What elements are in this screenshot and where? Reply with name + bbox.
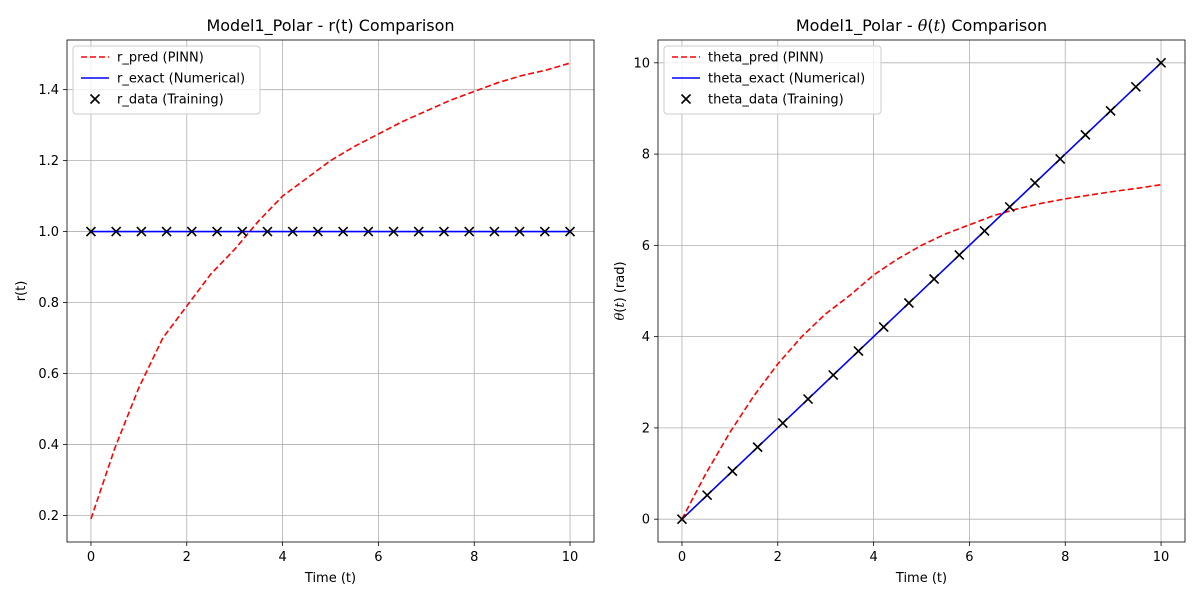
legend-marker-icon	[680, 93, 692, 105]
data-point-marker	[287, 226, 298, 237]
data-point-marker	[878, 321, 889, 333]
data-point-marker	[262, 226, 273, 237]
x-tick-label: 2	[774, 550, 782, 565]
y-tick-label: 0.2	[38, 509, 59, 524]
series-line-r-pred	[90, 62, 571, 520]
data-point-marker	[752, 442, 763, 453]
chart-title: Model1_Polar - θ(t) Comparison	[796, 16, 1047, 36]
x-axis-label: Time (t)	[895, 571, 947, 586]
data-point-marker	[388, 226, 399, 237]
x-tick-label: 8	[470, 550, 478, 565]
chart-panel-theta: 0 2 4 6 8 10 0 2 4 6 8 10 Model1_Polar - θ(t) Compar…	[613, 16, 1186, 586]
data-point-marker	[727, 466, 738, 477]
axes-frame	[66, 39, 595, 543]
data-point-marker	[802, 394, 814, 405]
data-point-marker	[853, 345, 864, 357]
data-point-marker	[237, 226, 248, 237]
data-point-marker	[979, 225, 990, 237]
x-tick-label: 0	[87, 550, 95, 565]
chart-panel-r: 0 2 4 6 8 10 0.2 0.4 0.6 0.8 1.0 1.2 1.4 Model1_Polar…	[14, 16, 595, 586]
legend-box	[663, 45, 882, 115]
y-axis-label: r(t)	[14, 281, 29, 302]
y-tick-label: 6	[642, 239, 650, 254]
data-point-marker	[111, 226, 122, 237]
axes-frame	[657, 39, 1186, 543]
legend: r_pred (PINN) r_exact (Numerical) r_data (…	[72, 45, 261, 115]
data-point-marker	[438, 226, 450, 237]
y-tick-label: 0.6	[38, 367, 59, 382]
x-tick-label: 10	[562, 550, 579, 565]
data-point-marker	[1105, 105, 1116, 116]
legend-label: theta_exact (Numerical)	[708, 72, 865, 87]
y-tick-label: 8	[642, 148, 650, 163]
x-tick-label: 8	[1061, 550, 1069, 565]
legend-marker-icon	[89, 93, 101, 105]
y-tick-label: 1.2	[38, 154, 59, 169]
x-tick-label: 2	[183, 550, 191, 565]
data-point-marker	[676, 514, 688, 525]
x-axis-label: Time (t)	[304, 571, 356, 586]
legend-box	[72, 45, 261, 115]
data-point-marker	[1055, 153, 1066, 164]
data-point-marker	[136, 226, 147, 237]
data-point-marker	[903, 297, 914, 309]
data-point-marker	[413, 226, 424, 237]
data-point-marker	[1080, 129, 1091, 140]
series-line-theta-pred	[681, 183, 1162, 520]
data-point-marker	[1029, 177, 1041, 188]
data-point-marker	[85, 226, 97, 237]
x-tick-label: 6	[374, 550, 382, 565]
legend-label: r_pred (PINN)	[117, 51, 204, 66]
series-theta-data	[676, 57, 1167, 525]
x-tick-label: 4	[869, 550, 877, 565]
y-tick-label: 4	[642, 330, 650, 345]
data-point-marker	[312, 226, 323, 237]
data-point-marker	[1130, 81, 1141, 92]
x-tick-label: 4	[278, 550, 286, 565]
y-tick-label: 0.4	[38, 438, 59, 453]
data-point-marker	[363, 226, 374, 237]
data-point-marker	[338, 226, 349, 237]
legend-label: r_data (Training)	[117, 93, 224, 108]
legend-label: r_exact (Numerical)	[117, 72, 245, 87]
series-r-data	[85, 226, 576, 237]
y-tick-label: 10	[633, 56, 650, 71]
data-point-marker	[828, 369, 839, 381]
data-point-marker	[211, 226, 223, 237]
data-point-marker	[539, 226, 550, 237]
y-tick-label: 0	[642, 513, 650, 528]
chart-title: Model1_Polar - r(t) Comparison	[206, 16, 454, 36]
data-point-marker	[564, 226, 576, 237]
data-point-marker	[514, 226, 525, 237]
legend: theta_pred (PINN) theta_exact (Numerical)…	[663, 45, 882, 115]
y-tick-label: 1.0	[38, 225, 59, 240]
data-point-marker	[489, 226, 500, 237]
data-point-marker	[464, 226, 475, 237]
data-point-marker	[702, 490, 713, 501]
y-tick-label: 1.4	[38, 83, 59, 98]
x-tick-label: 6	[965, 550, 973, 565]
x-tick-label: 10	[1153, 550, 1170, 565]
y-tick-label: 2	[642, 421, 650, 436]
data-point-marker	[161, 226, 172, 237]
data-point-marker	[929, 273, 940, 285]
data-point-marker	[954, 249, 965, 261]
x-tick-label: 0	[678, 550, 686, 565]
y-tick-label: 0.8	[38, 296, 59, 311]
data-point-marker	[1155, 57, 1167, 68]
data-point-marker	[186, 226, 197, 237]
y-axis-label: θ(t) (rad)	[613, 261, 628, 320]
data-point-marker	[1004, 201, 1015, 213]
legend-label: theta_data (Training)	[708, 93, 844, 108]
legend-label: theta_pred (PINN)	[708, 51, 824, 66]
data-point-marker	[777, 418, 788, 429]
